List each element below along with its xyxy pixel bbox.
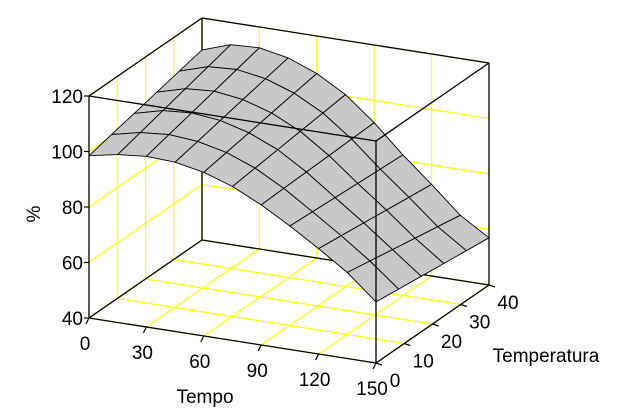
x-tick (315, 353, 320, 361)
floor-grid-line (173, 258, 461, 306)
y-tick (404, 342, 411, 347)
surface-mesh (88, 44, 490, 303)
y-tick (375, 362, 383, 366)
x-tick (257, 344, 262, 352)
box-edge (201, 17, 490, 64)
x-tick (85, 317, 90, 325)
left-wall-grid (88, 17, 203, 319)
y-tick (460, 303, 467, 308)
x-tick (372, 362, 377, 370)
y-tick-label: 30 (469, 313, 490, 334)
y-tick-label: 10 (413, 352, 434, 373)
box-edge (88, 17, 203, 97)
z-tick-label: 40 (62, 309, 83, 330)
y-tick-label: 40 (497, 293, 518, 314)
x-tick-label: 120 (299, 370, 331, 391)
x-tick-label: 30 (132, 343, 153, 364)
y-tick (432, 323, 439, 327)
box-front-edges (88, 62, 490, 363)
z-tick-label: 80 (62, 198, 83, 219)
box-edge (88, 239, 203, 319)
x-tick-label: 90 (247, 361, 268, 382)
z-tick-label: 60 (62, 254, 83, 275)
z-axis-title: % (24, 205, 45, 222)
box-edge (88, 317, 377, 364)
surface-patch (346, 260, 400, 303)
z-tick-label: 120 (51, 87, 83, 108)
z-tick-label: 100 (51, 143, 83, 164)
y-axis-title: Temperatura (493, 346, 600, 367)
axis-ticks (84, 95, 496, 370)
x-axis-title: Tempo (176, 387, 233, 408)
x-tick-label: 0 (80, 334, 91, 355)
left-grid-line (88, 184, 203, 263)
y-tick-label: 20 (441, 332, 462, 353)
box-edge (88, 95, 377, 142)
y-tick-label: 0 (390, 371, 401, 392)
x-tick (200, 335, 205, 343)
x-tick-label: 60 (189, 352, 210, 373)
x-tick-label: 150 (356, 379, 388, 400)
floor-grid-line (117, 297, 405, 345)
y-tick (488, 284, 496, 288)
box-edge (375, 62, 490, 142)
x-tick (142, 326, 147, 334)
floor-grid-line (145, 278, 433, 325)
